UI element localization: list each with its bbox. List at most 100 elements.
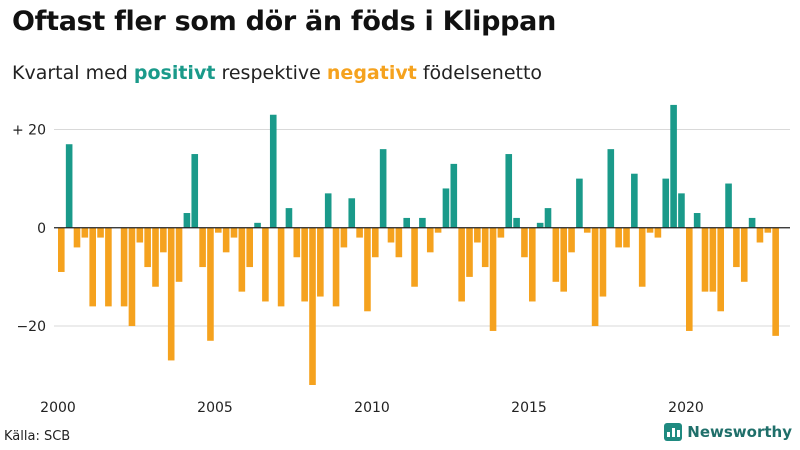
bar (756, 227, 764, 243)
bar (591, 227, 599, 327)
bar (474, 227, 481, 243)
subtitle-middle: respektive (215, 62, 327, 84)
bar (395, 227, 403, 258)
bar (207, 227, 214, 341)
bar (638, 227, 646, 287)
bar (623, 227, 630, 248)
bar (505, 154, 513, 228)
x-tick-label: 2020 (668, 400, 704, 416)
newsworthy-logo-icon (664, 423, 683, 441)
bar (607, 149, 615, 228)
bar (450, 163, 458, 228)
bar (356, 227, 363, 238)
bar (348, 198, 356, 228)
bar (576, 178, 583, 228)
bar (599, 227, 607, 297)
x-tick-label: 2005 (197, 400, 233, 416)
bar (670, 104, 677, 228)
x-tick-label: 2000 (40, 400, 76, 416)
bar (246, 227, 253, 268)
bar (97, 227, 104, 238)
y-tick-label: + 20 (12, 122, 46, 138)
bar (764, 227, 772, 233)
bar (466, 227, 473, 277)
chart-subtitle: Kvartal med positivt respektive negativt… (12, 62, 542, 84)
bar (372, 227, 379, 258)
y-tick-label: 0 (37, 221, 46, 237)
bar (183, 213, 191, 228)
x-tick-label: 2010 (354, 400, 390, 416)
bar (701, 227, 709, 292)
bar (654, 227, 662, 238)
bar (238, 227, 246, 292)
subtitle-suffix: födelsenetto (416, 62, 543, 84)
bar (442, 188, 450, 228)
bar (568, 227, 575, 253)
brand-logo[interactable]: Newsworthy (664, 423, 792, 441)
bar (65, 144, 73, 228)
bar (709, 227, 717, 292)
bar (105, 227, 112, 307)
bar (222, 227, 230, 253)
y-tick-label: −20 (16, 319, 46, 335)
bar (521, 227, 528, 258)
brand-name: Newsworthy (687, 423, 792, 441)
bar (419, 217, 426, 228)
bar (583, 227, 591, 233)
subtitle-positive: positivt (133, 62, 216, 84)
bar (152, 227, 159, 287)
bar (631, 173, 638, 228)
bar (646, 227, 654, 233)
bar (73, 227, 81, 248)
bar (340, 227, 348, 248)
bar (403, 217, 410, 228)
bar (544, 208, 552, 228)
bar (230, 227, 238, 238)
bar (458, 227, 465, 302)
bar (725, 183, 732, 228)
bar (136, 227, 144, 243)
x-tick-label: 2015 (511, 400, 547, 416)
bar (733, 227, 740, 268)
bar (678, 193, 685, 228)
subtitle-prefix: Kvartal med (12, 62, 134, 84)
bar (481, 227, 489, 268)
bar (489, 227, 497, 331)
bar (434, 227, 442, 233)
bar (560, 227, 567, 292)
bar (269, 114, 277, 228)
bar (536, 222, 544, 228)
source-label: Källa: SCB (4, 429, 71, 444)
bar (662, 178, 670, 228)
bar (144, 227, 151, 268)
bar (324, 193, 332, 228)
bar (317, 227, 324, 297)
bar (191, 154, 199, 228)
bar (379, 149, 387, 228)
bar (748, 217, 756, 228)
bar (497, 227, 505, 238)
bar (215, 227, 222, 233)
bar (693, 213, 701, 228)
bar (411, 227, 418, 287)
bar (285, 208, 293, 228)
bar (262, 227, 269, 302)
bar (686, 227, 693, 331)
bar (254, 222, 261, 228)
bar (772, 227, 779, 336)
bar (128, 227, 136, 327)
bar (740, 227, 748, 282)
bar (89, 227, 96, 307)
bar (717, 227, 724, 312)
bar (332, 227, 340, 307)
bar (552, 227, 560, 282)
bar (426, 227, 434, 253)
bar (293, 227, 301, 258)
bar (364, 227, 371, 312)
bar (277, 227, 285, 307)
bar (309, 227, 316, 385)
bar (615, 227, 622, 248)
bar (81, 227, 89, 238)
bar (513, 217, 520, 228)
